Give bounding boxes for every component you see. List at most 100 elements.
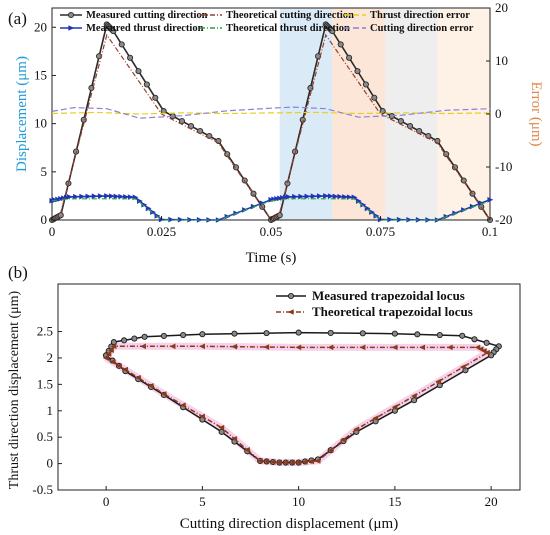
point-measured-thrust-direction: [154, 213, 161, 219]
y-tick-label: 2.5: [37, 324, 53, 339]
point-measured-trapezoidal-locus: [180, 332, 187, 339]
panel-a-series: [48, 21, 494, 224]
legend-entry-cutting-direction-error: Cutting direction error: [344, 23, 474, 34]
point-measured-thrust-direction: [298, 193, 305, 200]
point-measured-thrust-direction: [316, 193, 323, 199]
point-measured-trapezoidal-locus: [471, 336, 478, 343]
point-measured-thrust-direction: [304, 193, 311, 200]
point-measured-trapezoidal-locus: [110, 339, 117, 346]
point-measured-thrust-direction: [177, 216, 184, 223]
legend-label: Thrust direction error: [370, 10, 470, 21]
point-measured-cutting-direction: [354, 68, 361, 75]
point-theoretical-trapezoidal-locus: [179, 402, 186, 408]
line-thrust-direction-error: [51, 111, 491, 115]
panel-b-y-axis-label: Thrust direction displacement (μm): [7, 290, 22, 489]
x-tick-label: 0.025: [147, 224, 176, 239]
legend-marker: [287, 309, 294, 315]
point-measured-cutting-direction: [118, 41, 125, 48]
point-measured-thrust-direction: [332, 193, 339, 200]
point-theoretical-trapezoidal-locus: [110, 343, 117, 350]
point-measured-thrust-direction: [145, 205, 152, 212]
point-measured-thrust-direction: [487, 196, 494, 203]
point-measured-thrust-direction: [369, 209, 375, 215]
point-theoretical-trapezoidal-locus: [353, 426, 359, 433]
legend-entry-measured-cutting-direction: Measured cutting direction: [60, 10, 208, 21]
point-measured-cutting-direction: [379, 108, 386, 115]
point-theoretical-trapezoidal-locus: [269, 459, 276, 465]
point-measured-thrust-direction: [259, 200, 266, 206]
point-theoretical-trapezoidal-locus: [484, 349, 490, 356]
point-measured-trapezoidal-locus: [121, 337, 128, 344]
point-theoretical-trapezoidal-locus: [122, 366, 128, 373]
point-measured-trapezoidal-locus: [483, 339, 490, 346]
legend-label: Theoretical trapezoidal locus: [312, 304, 473, 319]
point-theoretical-trapezoidal-locus: [135, 374, 141, 381]
point-measured-thrust-direction: [406, 216, 413, 223]
point-measured-trapezoidal-locus: [327, 329, 334, 336]
point-measured-thrust-direction: [196, 217, 203, 223]
point-measured-thrust-direction: [396, 216, 403, 223]
point-theoretical-trapezoidal-locus: [263, 344, 270, 350]
point-measured-trapezoidal-locus: [199, 331, 206, 338]
panel-a-right-y-ticks: -20 -10 0 10 20: [486, 0, 512, 227]
point-theoretical-trapezoidal-locus: [115, 362, 122, 369]
legend-label: Measured thrust direction: [86, 23, 204, 34]
point-measured-thrust-direction: [415, 217, 422, 223]
point-measured-thrust-direction: [91, 193, 98, 200]
point-measured-trapezoidal-locus: [231, 330, 238, 337]
line-theoretical-trapezoidal-locus: [105, 345, 489, 464]
point-measured-cutting-direction: [135, 68, 142, 75]
panel-a-legend: Measured cutting direction Measured thrus…: [60, 10, 474, 34]
point-measured-thrust-direction: [327, 193, 334, 199]
point-measured-cutting-direction: [337, 41, 344, 48]
point-measured-thrust-direction: [141, 201, 148, 208]
legend-entry-measured-thrust-direction: Measured thrust direction: [60, 23, 204, 34]
point-measured-thrust-direction: [79, 193, 86, 200]
y-tick-label: 1.5: [37, 376, 53, 391]
y-tick-label: -0.5: [32, 482, 53, 497]
point-measured-cutting-direction: [110, 28, 117, 35]
point-measured-thrust-direction: [118, 193, 125, 200]
legend-entry-theoretical-cutting-direction: Theoretical cutting direction: [200, 10, 354, 21]
point-theoretical-trapezoidal-locus: [295, 459, 302, 466]
legend-label: Cutting direction error: [370, 23, 474, 34]
point-measured-thrust-direction: [364, 205, 371, 212]
point-measured-trapezoidal-locus: [359, 330, 366, 337]
point-theoretical-trapezoidal-locus: [109, 359, 116, 365]
point-theoretical-trapezoidal-locus: [391, 344, 398, 351]
point-measured-cutting-direction: [152, 94, 159, 101]
point-measured-cutting-direction: [460, 177, 467, 184]
point-theoretical-trapezoidal-locus: [102, 355, 109, 361]
panel-a-left-y-axis-label: Displacement (μm): [14, 56, 30, 172]
point-theoretical-trapezoidal-locus: [301, 459, 308, 465]
point-measured-trapezoidal-locus: [391, 330, 398, 337]
point-theoretical-trapezoidal-locus: [160, 391, 167, 397]
point-theoretical-trapezoidal-locus: [359, 344, 366, 351]
theoretical-locus-highlight: [103, 342, 491, 466]
x-tick-label: 0: [49, 224, 56, 239]
x-tick-label: 15: [388, 494, 401, 509]
x-tick-label: 20: [485, 494, 498, 509]
panel-b-series: [102, 329, 502, 466]
point-measured-cutting-direction: [329, 28, 336, 35]
series-cutting-direction-error: [51, 106, 491, 119]
panel-b-x-axis-label: Cutting direction displacement (μm): [180, 516, 398, 532]
point-measured-cutting-direction: [88, 84, 95, 92]
point-theoretical-trapezoidal-locus: [419, 344, 426, 351]
y2-tick-label: -10: [495, 159, 512, 174]
point-theoretical-trapezoidal-locus: [140, 343, 146, 350]
point-theoretical-trapezoidal-locus: [231, 435, 238, 442]
point-measured-thrust-direction: [150, 209, 156, 215]
point-theoretical-trapezoidal-locus: [276, 459, 282, 466]
series-measured-trapezoidal-locus: [103, 329, 502, 466]
panel-a-x-axis-label: Time (s): [246, 250, 297, 266]
point-measured-thrust-direction: [73, 193, 79, 200]
point-theoretical-trapezoidal-locus: [256, 458, 263, 464]
point-theoretical-trapezoidal-locus: [327, 344, 334, 351]
point-theoretical-trapezoidal-locus: [231, 343, 238, 350]
point-theoretical-trapezoidal-locus: [410, 393, 417, 399]
legend-marker: [287, 292, 295, 300]
